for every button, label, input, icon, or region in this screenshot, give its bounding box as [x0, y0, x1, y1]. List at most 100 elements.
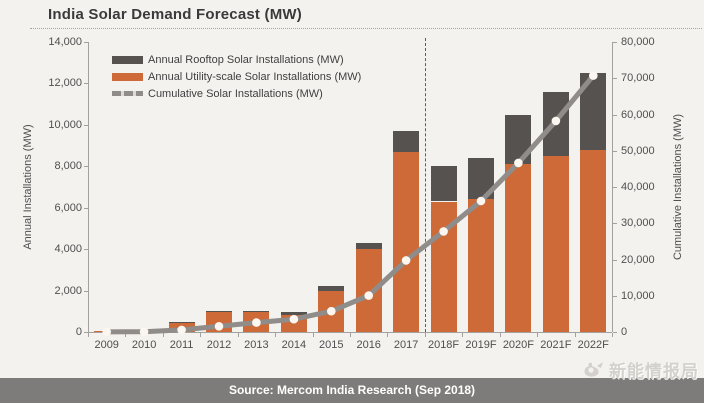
- bar-segment-utility: [318, 290, 345, 332]
- bar-segment-utility: [93, 331, 120, 332]
- bar-segment-rooftop: [355, 242, 382, 250]
- x-axis-category-label: 2022F: [577, 339, 609, 351]
- left-axis-tick-label: 6,000: [54, 201, 82, 214]
- bar-segment-rooftop: [542, 91, 569, 156]
- legend-swatch-utility: [112, 72, 143, 81]
- left-axis-tick-label: 4,000: [54, 243, 82, 256]
- bar-segment-rooftop: [206, 311, 232, 313]
- left-axis-tick: [84, 207, 88, 209]
- bar-segment-rooftop: [468, 158, 494, 200]
- x-axis-category-label: 2013: [244, 339, 269, 351]
- left-axis-tick-label: 12,000: [48, 77, 82, 90]
- left-axis-tick: [84, 42, 88, 43]
- bar-segment-utility: [430, 201, 457, 332]
- x-axis-category-label: 2021F: [540, 339, 572, 351]
- x-axis-tick: [537, 333, 539, 337]
- bar-segment-rooftop: [318, 286, 345, 291]
- right-axis-tick-label: 80,000: [621, 36, 655, 48]
- x-axis-category-label: 2019F: [465, 339, 497, 351]
- bar-segment-rooftop: [168, 321, 195, 323]
- right-axis-tick-label: 10,000: [621, 289, 655, 302]
- bar-segment-utility: [355, 249, 382, 332]
- x-axis-tick: [237, 333, 239, 337]
- x-axis-category-label: 2012: [206, 339, 232, 351]
- right-axis-line: [612, 42, 613, 332]
- left-axis-tick: [84, 124, 88, 126]
- x-axis-category-label: 2020F: [502, 339, 535, 351]
- x-axis-tick: [462, 333, 464, 337]
- right-axis-tick-label: 70,000: [621, 72, 655, 85]
- title-separator: [30, 28, 702, 29]
- legend-label: Annual Utility-scale Solar Installations…: [148, 70, 362, 83]
- dove-hand-logo-icon: [582, 360, 606, 380]
- bar-segment-rooftop: [505, 114, 532, 165]
- x-axis-tick: [162, 333, 164, 337]
- right-axis-tick-label: 20,000: [621, 253, 655, 266]
- left-axis-tick-label: 0: [75, 326, 82, 338]
- left-axis-tick-label: 8,000: [54, 160, 82, 173]
- bar-segment-rooftop: [393, 131, 420, 152]
- x-axis-category-label: 2011: [169, 339, 194, 351]
- left-axis-tick-label: 10,000: [48, 118, 82, 131]
- x-axis-tick: [574, 333, 576, 337]
- right-axis-tick-label: 60,000: [621, 108, 655, 121]
- right-axis-tick-label: 30,000: [621, 217, 655, 230]
- x-axis-category-label: 2015: [319, 339, 344, 351]
- x-axis-tick: [275, 333, 277, 337]
- x-axis-tick: [312, 333, 314, 337]
- left-axis-tick: [84, 249, 88, 251]
- bar-segment-utility: [393, 151, 420, 332]
- source-bar: Source: Mercom India Research (Sep 2018): [0, 378, 704, 403]
- bar-segment-utility: [206, 312, 232, 332]
- legend-row: Annual Rooftop Solar Installations (MW): [112, 51, 361, 68]
- right-axis-tick-label: 40,000: [621, 181, 655, 193]
- right-axis-tick: [613, 332, 617, 333]
- right-axis-tick: [613, 295, 617, 297]
- bar-segment-utility: [542, 155, 569, 332]
- bar-segment-utility: [280, 315, 307, 332]
- right-axis-tick: [613, 42, 617, 43]
- watermark-text: 新能情报局: [609, 362, 699, 381]
- bar-segment-utility: [243, 312, 270, 332]
- bar-segment-rooftop: [430, 166, 457, 202]
- x-axis-tick: [350, 333, 351, 337]
- x-axis-tick: [612, 333, 613, 337]
- x-axis-category-label: 2018F: [427, 339, 460, 351]
- left-axis-tick-label: 14,000: [48, 36, 82, 48]
- right-axis-tick: [613, 187, 617, 188]
- x-axis-category-label: 2014: [281, 339, 307, 351]
- left-axis-line: [88, 42, 89, 332]
- legend-swatch-rooftop: [112, 55, 143, 64]
- legend-label: Cumulative Solar Installations (MW): [148, 87, 323, 100]
- right-axis-tick-label: 50,000: [621, 144, 655, 157]
- x-axis-tick: [125, 333, 127, 337]
- left-axis-tick: [84, 83, 88, 85]
- legend-swatch-cumulative-line: [112, 91, 143, 96]
- left-axis-title: Annual Installations (MW): [22, 124, 34, 250]
- left-axis-tick: [84, 332, 88, 333]
- left-axis-tick-label: 2,000: [54, 284, 82, 297]
- source-text: Source: Mercom India Research (Sep 2018): [228, 383, 476, 397]
- x-axis-category-label: 2009: [94, 339, 119, 351]
- right-axis-tick: [613, 223, 617, 225]
- x-axis-tick: [387, 333, 389, 337]
- bar-segment-utility: [580, 149, 607, 332]
- x-axis-tick: [424, 333, 426, 337]
- legend-row: Annual Utility-scale Solar Installations…: [112, 68, 361, 85]
- right-axis-tick: [613, 259, 617, 261]
- bar-segment-utility: [505, 164, 532, 332]
- x-axis-category-label: 2010: [131, 339, 157, 351]
- x-axis-tick: [200, 333, 202, 337]
- legend: Annual Rooftop Solar Installations (MW) A…: [112, 51, 361, 102]
- bar-segment-utility: [168, 322, 195, 332]
- watermark-logo: 新能情报局: [582, 357, 699, 382]
- bar-segment-utility: [468, 199, 494, 332]
- x-axis-category-label: 2017: [393, 339, 419, 351]
- bar-segment-rooftop: [280, 312, 307, 316]
- right-axis-tick: [613, 114, 617, 116]
- right-axis-title: Cumulative Installations (MW): [672, 113, 684, 261]
- x-axis-tick: [499, 333, 501, 337]
- chart-title: India Solar Demand Forecast (MW): [48, 6, 302, 23]
- forecast-divider: [424, 38, 426, 332]
